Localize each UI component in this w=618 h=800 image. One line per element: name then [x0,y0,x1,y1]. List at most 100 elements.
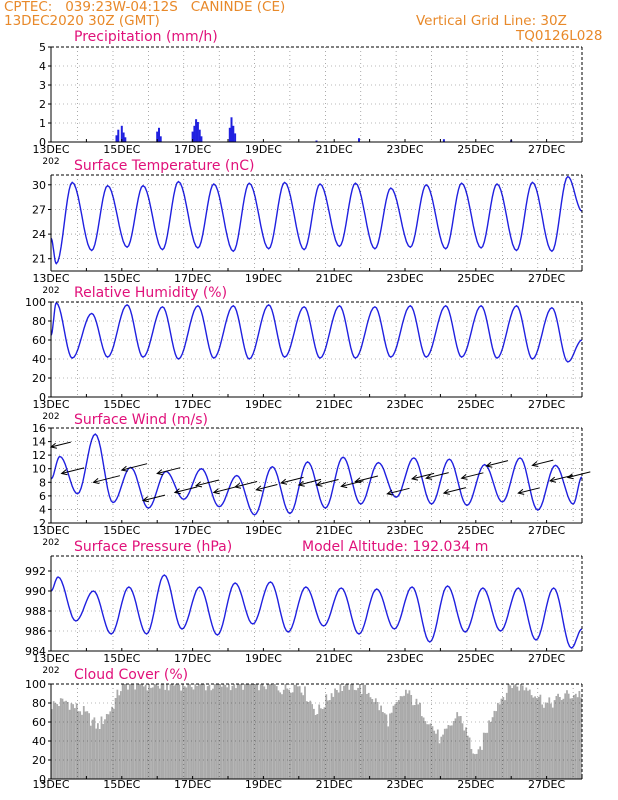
x-tick-label: 13DEC [32,398,69,411]
cloud-bar [114,698,117,779]
precip-bar [198,129,201,142]
cloud-bar [118,695,121,779]
cloud-bar [160,684,163,779]
precip-bar [115,135,118,142]
wind-arrow [298,478,322,486]
x-tick-label: 19DEC [245,272,282,285]
x-tick-label: 27DEC [528,778,565,791]
cloud-bar [452,721,455,779]
cloud-bar [309,700,312,779]
cloud-bar [401,696,404,779]
wind-arrow-head [141,496,149,503]
wind-arrow-head [297,480,305,487]
cloud-bar [132,684,135,779]
cloud-bar [560,700,563,779]
cloud-bar [551,707,554,779]
precip-bar [315,140,318,142]
cloud-bar [341,691,344,779]
cloud-bar [459,716,462,779]
cloud-bar [348,689,351,779]
precip-panel: 0 1 2 3 4 5 13DEC 15DEC 17DEC 19DEC 21DEC 23DEC 25DE… [32,29,583,167]
y-tick-label: 14 [32,436,46,449]
cloud-bar [286,688,289,779]
cloud-bar [367,692,370,779]
cloud-bar [449,725,452,779]
cloud-bar [266,684,269,779]
cloud-bar [550,703,552,779]
cloud-bar [297,686,299,779]
y-tick-label: 80 [32,697,46,710]
x-tick-label: 21DEC [316,652,353,665]
cloud-bar [224,684,227,779]
cloud-bar [397,700,400,779]
x-tick-label: 23DEC [386,143,423,156]
cloud-bar [392,705,395,779]
cloud-bar [343,685,345,779]
cloud-bar [144,684,147,779]
cloud-bar [357,687,359,779]
cloud-bar [488,720,490,779]
cloud-bar [305,701,308,779]
cloud-bar [302,695,305,779]
cloud-bar [466,735,469,779]
wind-arrow [142,494,166,502]
cloud-bar [82,706,85,779]
cloud-bar [474,754,476,779]
cloud-bar [52,701,55,779]
y-tick-label: 30 [32,179,46,192]
cloud-bar [194,684,197,779]
run-time-header: 13DEC2020 30Z (GMT) [4,13,160,29]
cloud-bar [252,684,255,779]
cloud-bar [431,726,434,779]
x-tick-label: 15DEC [103,398,140,411]
cloud-bar [127,689,129,779]
cloud-bar [75,703,78,779]
cloud-bar [539,694,542,779]
cloud-bar [571,698,574,779]
wind-arrow-head [485,461,493,468]
cloud-bar [472,753,475,779]
x-year-label: 202 [42,666,59,676]
wind-arrow [461,472,484,479]
x-tick-label: 17DEC [174,524,211,537]
wind-arrow [426,472,449,479]
wind-arrow [195,479,220,487]
cloud-bar [463,730,466,779]
y-tick-label: 40 [32,353,46,366]
cloud-bar [282,689,285,779]
cloud-bar [159,688,161,779]
x-tick-label: 27DEC [528,143,565,156]
cloud-bar [215,684,218,779]
y-tick-label: 24 [32,228,46,241]
cloud-bar [183,686,186,779]
cloud-bar [573,695,575,779]
cloud-bar [166,684,168,779]
cloud-bar [378,710,381,779]
cloud-bar [279,692,282,779]
cloud-bar [325,694,328,779]
cloud-bar [258,690,260,779]
x-tick-label: 23DEC [386,524,423,537]
cloud-bar [65,700,67,779]
cloud-bar [148,684,151,779]
x-tick-label: 19DEC [245,652,282,665]
x-tick-label: 15DEC [103,652,140,665]
cloud-bar [169,684,172,779]
wind-arrow [61,467,85,474]
cloud-bar [173,685,175,779]
cloud-bar [564,693,567,779]
x-tick-label: 21DEC [316,524,353,537]
cloud-bar [256,684,259,779]
cloud-bar [359,684,361,779]
cloud-bar [261,684,264,779]
cloud-bar [541,704,544,779]
cloud-bar [328,700,331,779]
wind-arrow-head [548,476,557,483]
cloud-bar [456,712,459,779]
cloud-bar [311,704,313,779]
wind-series-line [50,433,583,516]
wind-arrow [213,486,237,493]
cloud-bar [484,732,487,779]
cloud-bar [559,697,561,779]
